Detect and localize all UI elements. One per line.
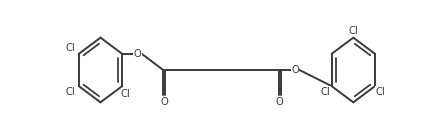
Text: O: O: [134, 49, 141, 59]
Text: O: O: [160, 97, 168, 107]
Text: Cl: Cl: [121, 89, 131, 99]
Text: O: O: [276, 97, 284, 107]
Text: Cl: Cl: [349, 26, 358, 36]
Text: Cl: Cl: [66, 87, 75, 97]
Text: Cl: Cl: [376, 87, 386, 97]
Text: Cl: Cl: [321, 87, 331, 97]
Text: Cl: Cl: [66, 43, 75, 53]
Text: O: O: [291, 65, 299, 75]
